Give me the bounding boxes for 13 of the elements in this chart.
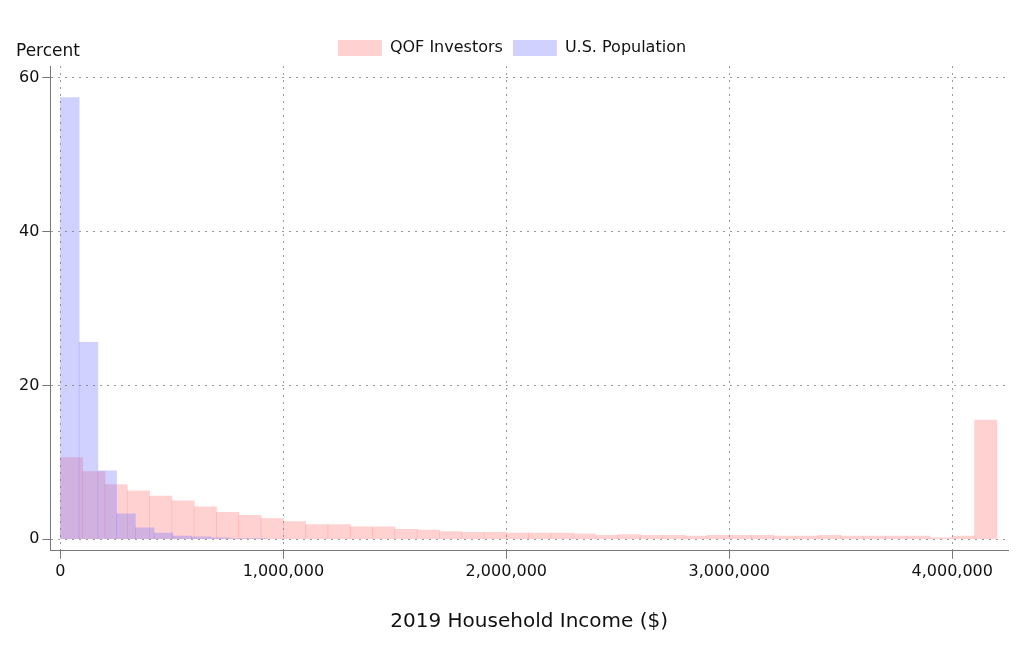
x-axis-title: 2019 Household Income ($) (390, 608, 669, 633)
x-tick-label: 3,000,000 (688, 560, 771, 580)
y-tick-label: 60 (19, 66, 40, 86)
legend-label: U.S. Population (564, 37, 687, 57)
x-tick-label: 1,000,000 (242, 560, 325, 580)
legend-label: QOF Investors (389, 37, 503, 57)
x-tick-label: 0 (55, 560, 66, 580)
x-tick-label: 4,000,000 (911, 560, 993, 580)
x-tick-label: 2,000,000 (465, 560, 548, 580)
y-tick-label: 40 (19, 220, 40, 240)
y-tick-label: 0 (29, 528, 40, 548)
y-axis-title: Percent (16, 39, 81, 60)
y-tick-label: 20 (19, 374, 40, 394)
